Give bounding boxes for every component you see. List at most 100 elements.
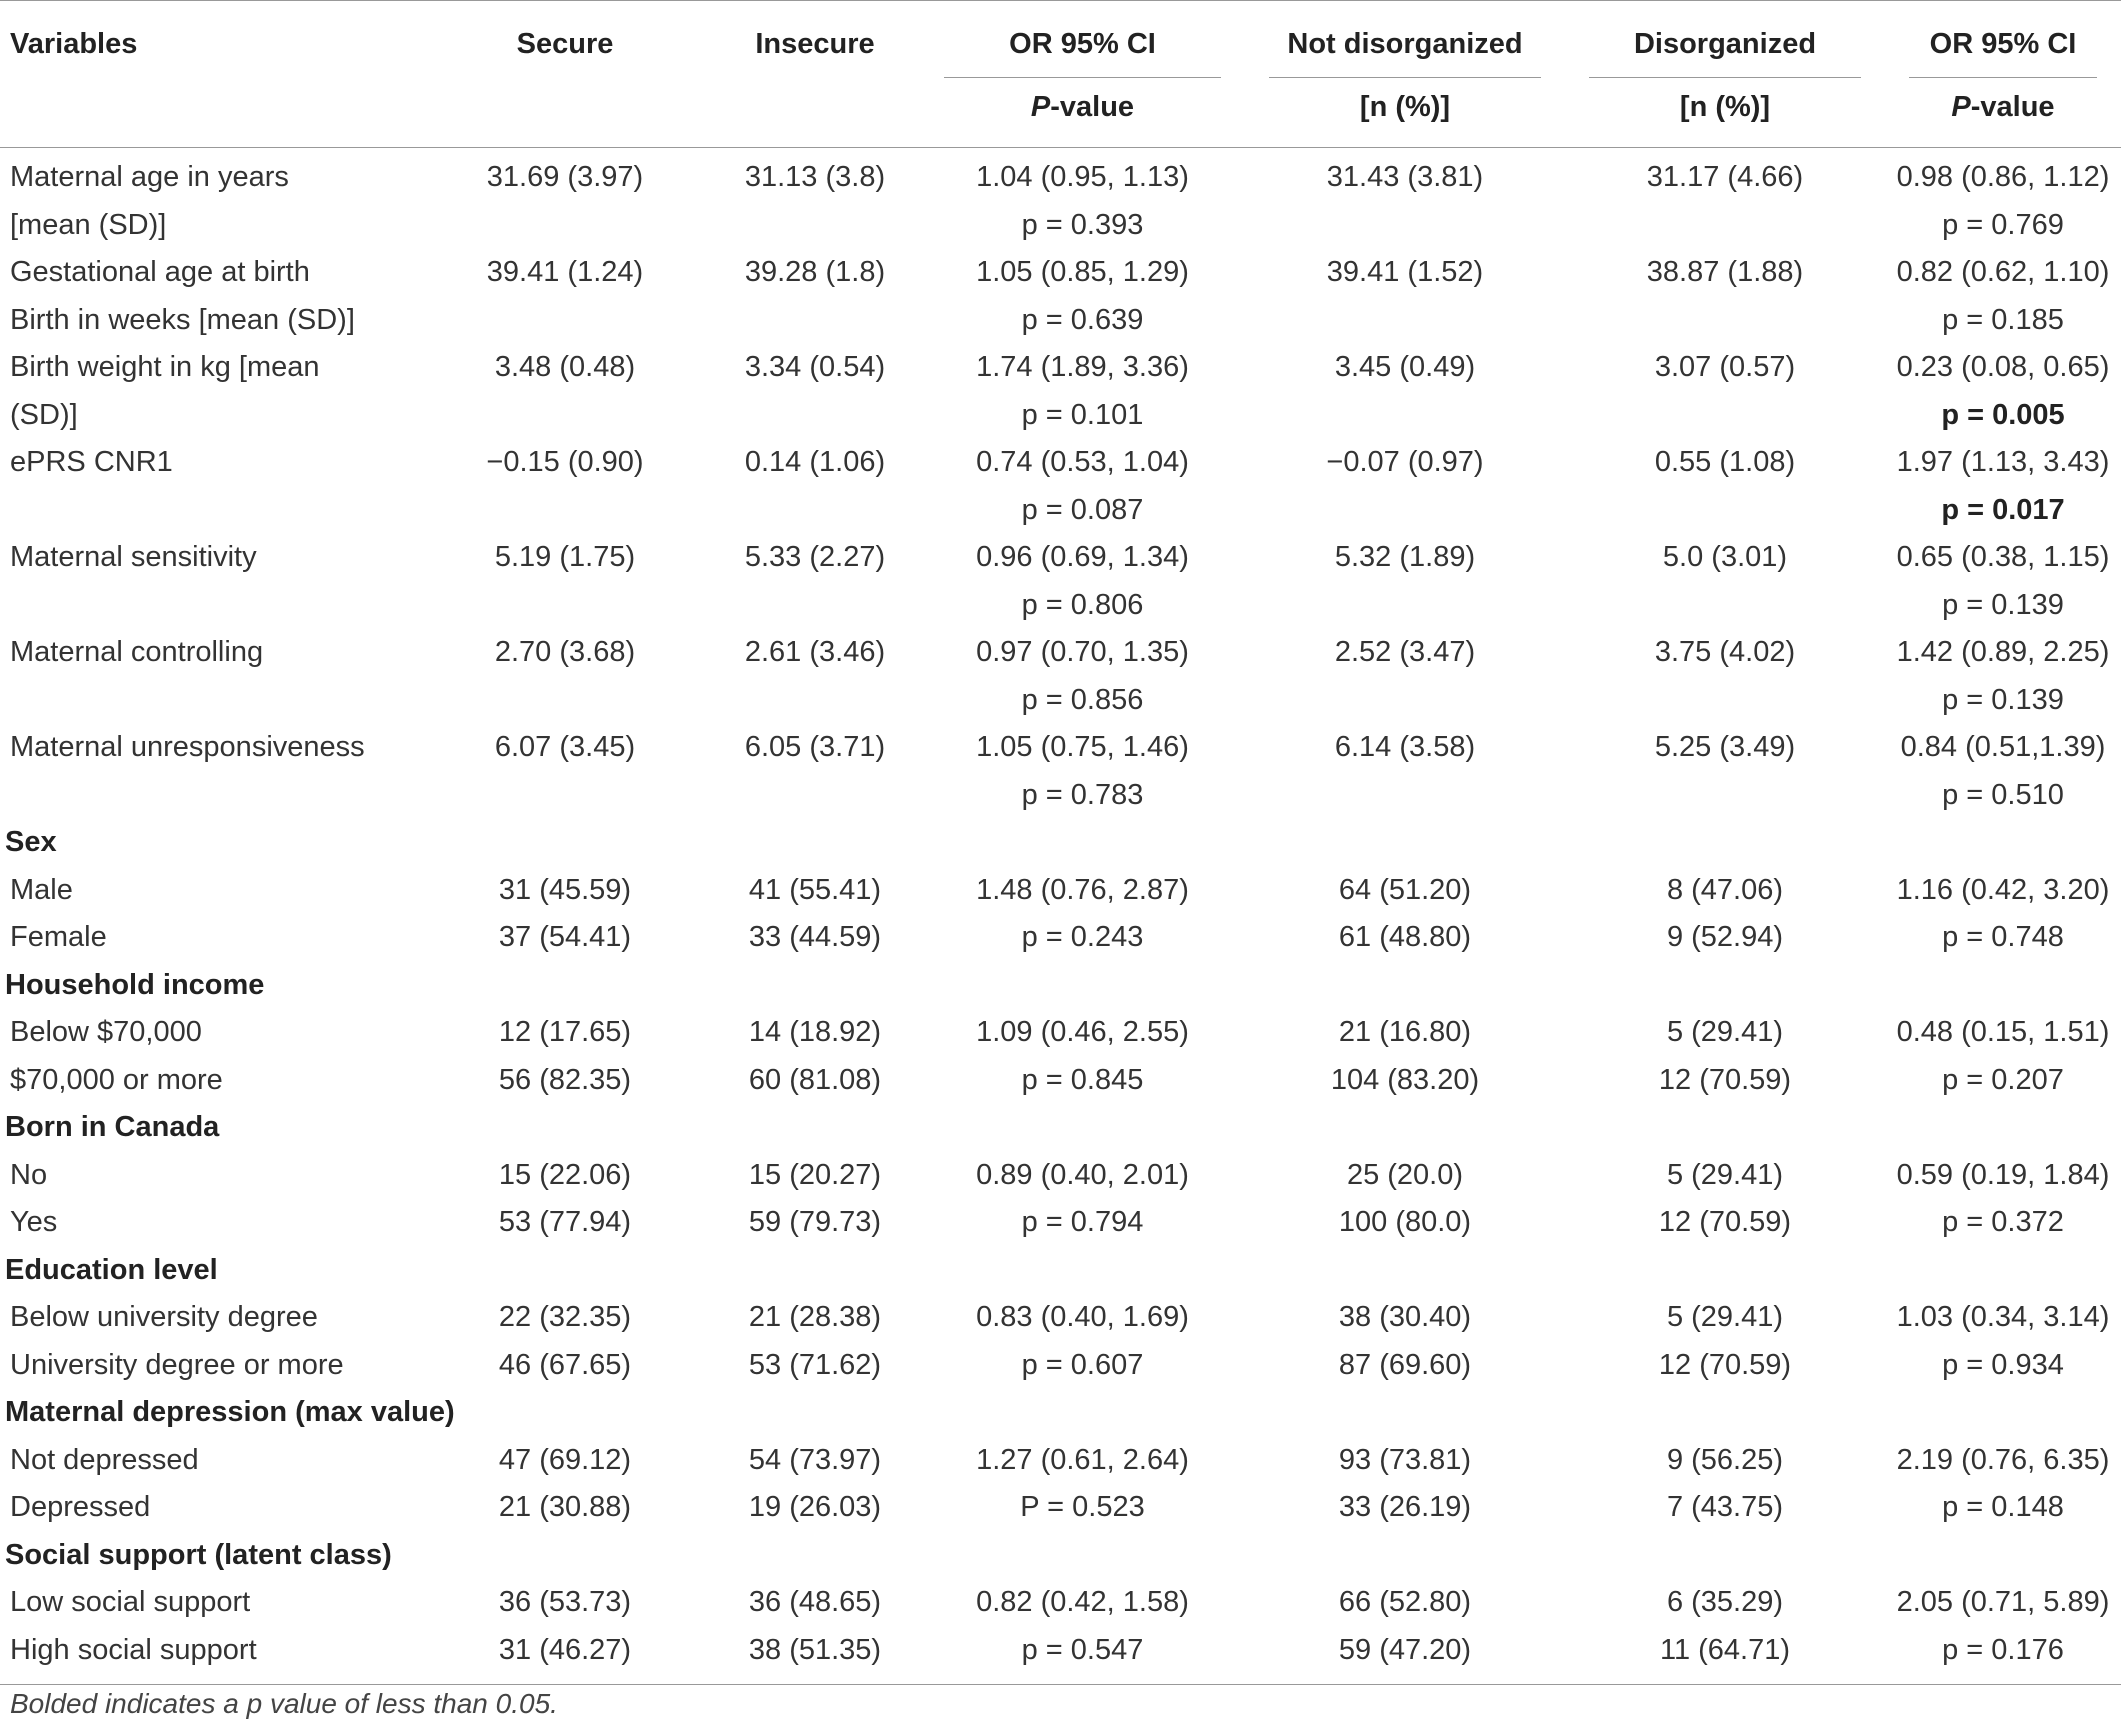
cell-secure: 53 (77.94) xyxy=(498,1206,632,1238)
cell-or-1: P = 0.523 xyxy=(1020,1491,1145,1523)
cell-insecure: 41 (55.41) xyxy=(748,873,882,906)
cell-or-2: p = 0.372 xyxy=(1942,1206,2064,1238)
results-table-container: Variables Secure Insecure OR 95% CI Not … xyxy=(0,0,2121,1685)
cell-secure: 47 (69.12) xyxy=(498,1443,632,1476)
cell-or-2: p = 0.176 xyxy=(1885,1626,2121,1685)
cell-or-2-line-1: 0.98 (0.86, 1.12) xyxy=(1896,161,2110,193)
cell-or-2: p = 0.148 xyxy=(1942,1491,2064,1523)
cell-insecure: 53 (71.62) xyxy=(748,1348,882,1381)
cell-or-1: 1.09 (0.46, 2.55) xyxy=(976,1016,1189,1048)
cell-or-2: 1.42 (0.89, 2.25) p = 0.139 xyxy=(1885,629,2121,724)
cell-disorganized: 5.0 (3.01) xyxy=(1662,541,1788,573)
cell-not-disorganized: 59 (47.20) xyxy=(1245,1626,1565,1685)
header-pvalue-2-italic: P xyxy=(1951,91,1971,123)
cell-insecure: 5.33 (2.27) xyxy=(744,541,886,573)
results-table: Variables Secure Insecure OR 95% CI Not … xyxy=(0,0,2121,1685)
cell-disorganized: 12 (70.59) xyxy=(1658,1063,1792,1096)
cell-or-2: 0.65 (0.38, 1.15) p = 0.139 xyxy=(1885,534,2121,629)
table-row: Maternal age in years [mean (SD)] 31.69 (3… xyxy=(0,148,2121,250)
cell-or-1: 0.83 (0.40, 1.69) xyxy=(976,1301,1189,1333)
cell-or-1-line-2: p = 0.393 xyxy=(1021,208,1144,241)
cell-or-2: 0.98 (0.86, 1.12) p = 0.769 xyxy=(1885,148,2121,250)
table-row: High social support 31 (46.27) 38 (51.35) p… xyxy=(0,1626,2121,1685)
cell-disorganized: 0.55 (1.08) xyxy=(1654,446,1796,478)
cell-or-2: 0.23 (0.08, 0.65) p = 0.005 xyxy=(1885,344,2121,439)
table-row: Maternal controlling 2.70 (3.68) 2.61 (3.4… xyxy=(0,629,2121,724)
cell-not-disorganized: 104 (83.20) xyxy=(1330,1063,1480,1096)
table-row: University degree or more 46 (67.65) 53 (7… xyxy=(0,1342,2121,1390)
row-label: Birth weight in kg [mean (SD)] xyxy=(0,344,420,439)
row-label: Depressed xyxy=(10,1491,151,1523)
table-row: $70,000 or more 56 (82.35) 60 (81.08) p = 0… xyxy=(0,1057,2121,1105)
row-label-line-1: Maternal sensitivity xyxy=(10,541,257,573)
cell-or-1-line-1: 0.96 (0.69, 1.34) xyxy=(976,541,1189,573)
group-title: Maternal depression (max value) xyxy=(5,1396,455,1428)
cell-or-1: 0.96 (0.69, 1.34) p = 0.806 xyxy=(920,534,1245,629)
cell-insecure: 19 (26.03) xyxy=(748,1491,882,1523)
cell-or-1-line-1: 0.97 (0.70, 1.35) xyxy=(976,636,1189,668)
row-label-line-1: Maternal unresponsiveness xyxy=(10,731,365,763)
header-pvalue-2-text: -value xyxy=(1970,91,2055,123)
cell-or-1: p = 0.547 xyxy=(920,1626,1245,1685)
cell-or-2-line-2: p = 0.769 xyxy=(1942,208,2064,241)
header-row-2: P-value [n (%)] [n (%)] P-value xyxy=(0,68,2121,148)
cell-or-1: 0.89 (0.40, 2.01) xyxy=(976,1158,1189,1191)
header-secure: Secure xyxy=(516,28,614,60)
cell-or-1-line-2: p = 0.101 xyxy=(1021,398,1144,431)
cell-or-2-line-1: 0.23 (0.08, 0.65) xyxy=(1896,351,2110,383)
cell-disorganized: 12 (70.59) xyxy=(1658,1348,1792,1381)
row-label-line-1: Maternal age in years xyxy=(10,161,289,193)
row-label-line-1: Maternal controlling xyxy=(10,636,264,668)
group-title: Born in Canada xyxy=(5,1111,220,1143)
cell-or-1-line-2: p = 0.087 xyxy=(1021,493,1144,526)
cell-insecure: 39.28 (1.8) xyxy=(744,256,886,288)
cell-or-1: 0.97 (0.70, 1.35) p = 0.856 xyxy=(920,629,1245,724)
cell-or-1-line-2: p = 0.856 xyxy=(1021,683,1144,716)
cell-disorganized: 7 (43.75) xyxy=(1666,1491,1784,1523)
table-row: Yes 53 (77.94) 59 (79.73) p = 0.794 100 (80.… xyxy=(0,1199,2121,1247)
cell-not-disorganized: 66 (52.80) xyxy=(1338,1586,1472,1618)
cell-or-2-line-2: p = 0.005 xyxy=(1941,398,2065,431)
cell-not-disorganized: 25 (20.0) xyxy=(1346,1158,1464,1191)
cell-or-2: 0.82 (0.62, 1.10) p = 0.185 xyxy=(1885,249,2121,344)
cell-insecure: 33 (44.59) xyxy=(748,921,882,953)
group-title: Education level xyxy=(5,1253,218,1286)
header-not-disorganized: Not disorganized xyxy=(1245,1,1565,77)
cell-or-2: 2.05 (0.71, 5.89) xyxy=(1896,1586,2110,1618)
cell-or-1: 1.74 (1.89, 3.36) p = 0.101 xyxy=(920,344,1245,439)
group-header-row: Social support (latent class) xyxy=(0,1532,2121,1580)
cell-disorganized: 6 (35.29) xyxy=(1666,1586,1784,1618)
cell-disorganized: 3.75 (4.02) xyxy=(1654,636,1796,668)
cell-or-2: 0.48 (0.15, 1.51) xyxy=(1896,1016,2110,1048)
cell-or-2-line-2: p = 0.510 xyxy=(1942,778,2064,811)
row-label: Maternal sensitivity xyxy=(0,534,420,629)
cell-or-2: 1.03 (0.34, 3.14) xyxy=(1896,1301,2110,1333)
row-label: Below university degree xyxy=(10,1301,318,1333)
table-row: Not depressed 47 (69.12) 54 (73.97) 1.27 (0… xyxy=(0,1437,2121,1485)
row-label: Male xyxy=(10,873,73,906)
table-body: Maternal age in years [mean (SD)] 31.69 (3… xyxy=(0,148,2121,1685)
group-header-row: Education level xyxy=(0,1247,2121,1295)
cell-not-disorganized: 33 (26.19) xyxy=(1338,1491,1472,1523)
cell-or-2-line-1: 0.84 (0.51,1.39) xyxy=(1900,731,2106,763)
table-row: ePRS CNR1 −0.15 (0.90) 0.14 (1.06) 0.74 (0.… xyxy=(0,439,2121,534)
cell-not-disorganized: 39.41 (1.52) xyxy=(1326,256,1484,288)
row-label-line-2: [mean (SD)] xyxy=(10,208,167,241)
header-pvalue-2: P-value xyxy=(1885,68,2121,148)
cell-or-1-line-2: p = 0.806 xyxy=(1021,588,1144,621)
cell-not-disorganized: 21 (16.80) xyxy=(1338,1016,1472,1048)
group-header-row: Born in Canada xyxy=(0,1104,2121,1152)
row-label: Maternal controlling xyxy=(0,629,420,724)
row-label: Below $70,000 xyxy=(10,1016,202,1048)
table-row: Maternal sensitivity 5.19 (1.75) 5.33 (2.2… xyxy=(0,534,2121,629)
cell-or-1: 0.82 (0.42, 1.58) xyxy=(976,1586,1189,1618)
cell-insecure: 15 (20.27) xyxy=(748,1158,882,1191)
group-title: Sex xyxy=(5,826,57,858)
row-label-line-1: Birth weight in kg [mean xyxy=(10,351,320,383)
cell-insecure: 31.13 (3.8) xyxy=(744,161,886,193)
row-label-line-2: Birth in weeks [mean (SD)] xyxy=(10,303,355,336)
cell-insecure: 6.05 (3.71) xyxy=(744,731,886,763)
cell-secure: 21 (30.88) xyxy=(498,1491,632,1523)
cell-not-disorganized: 64 (51.20) xyxy=(1338,873,1472,906)
cell-or-2-line-2: p = 0.139 xyxy=(1942,683,2064,716)
